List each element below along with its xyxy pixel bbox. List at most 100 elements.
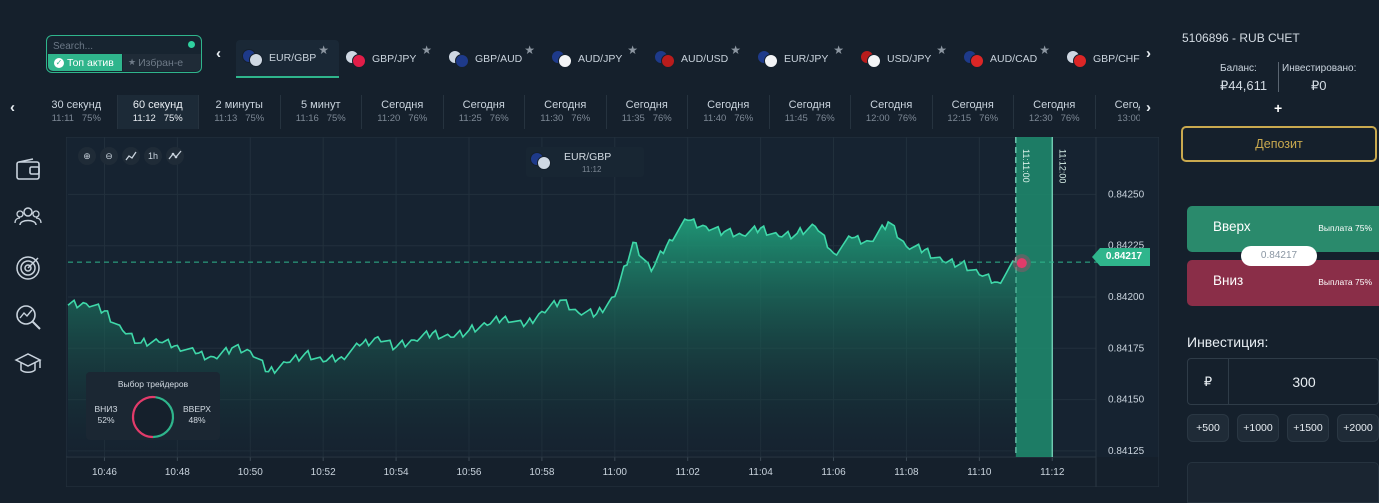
x-tick-label: 10:50 <box>238 467 263 478</box>
expiry-tab[interactable]: Сегодня 11:45 76% <box>770 95 851 129</box>
investment-amount-input[interactable] <box>1230 359 1378 404</box>
asset-tab[interactable]: AUD/CAD ★ <box>957 40 1060 78</box>
expiry-tab[interactable]: 60 секунд 11:12 75% <box>117 95 199 129</box>
price-chart[interactable]: 10:46 10:48 10:50 10:52 10:54 10:56 10:58 11:00… <box>66 137 1159 487</box>
expiry-tab[interactable]: Сегодня 13:00 7 <box>1096 95 1140 129</box>
asset-tab-label: GBP/JPY <box>372 53 417 65</box>
users-icon[interactable] <box>14 203 42 231</box>
expiry-payout: 75% <box>163 113 183 124</box>
x-tick-label: 10:58 <box>529 467 554 478</box>
timeframe-button[interactable]: 1h <box>144 147 162 165</box>
investment-label: Инвестиция: <box>1187 334 1269 350</box>
asset-tab-label: USD/JPY <box>887 53 932 65</box>
traders-down-label: ВНИЗ <box>94 404 118 414</box>
chart-toolbar: ⊕ ⊖ 1h <box>78 147 184 165</box>
asset-tab[interactable]: EUR/JPY ★ <box>751 40 854 78</box>
expiry-prev-arrow-icon[interactable]: ‹ <box>10 99 15 116</box>
asset-tab[interactable]: GBP/CHF★ <box>1060 40 1140 78</box>
asset-tab[interactable]: USD/JPY ★ <box>854 40 957 78</box>
expiry-time: 13:00 <box>1117 113 1140 124</box>
asset-tab[interactable]: GBP/AUD ★ <box>442 40 545 78</box>
expiry-time: 11:16 <box>295 113 319 124</box>
expiry-tab[interactable]: Сегодня 11:35 76% <box>607 95 688 129</box>
add-funds-icon[interactable]: + <box>1274 100 1283 116</box>
quick-amount-button[interactable]: +1500 <box>1287 414 1329 442</box>
asset-tab-label: EUR/GBP <box>269 52 317 64</box>
expiry-tab[interactable]: Сегодня 11:25 76% <box>444 95 525 129</box>
x-tick-label: 10:48 <box>165 467 190 478</box>
indicators-icon[interactable] <box>166 147 184 165</box>
favorite-star-icon[interactable]: ★ <box>627 43 638 57</box>
expiry-label: Сегодня <box>1033 99 1076 111</box>
expiry-label: Сегодня <box>870 99 913 111</box>
favorite-star-icon[interactable]: ★ <box>318 43 329 57</box>
expiry-time-payout: 11:35 76% <box>607 113 688 124</box>
favorite-star-icon[interactable]: ★ <box>421 43 432 57</box>
expiry-time-payout: 11:12 75% <box>118 113 199 124</box>
asset-tab-label: AUD/CAD <box>990 53 1038 65</box>
favorite-star-icon[interactable]: ★ <box>936 43 947 57</box>
analytics-search-icon[interactable] <box>14 303 42 331</box>
tab-top-assets[interactable]: ✓ Топ актив <box>48 54 122 71</box>
zoom-in-icon[interactable]: ⊕ <box>78 147 96 165</box>
asset-search-input[interactable] <box>53 38 178 54</box>
quick-amount-button[interactable]: +1000 <box>1237 414 1279 442</box>
expiry-tab[interactable]: Сегодня 12:15 76% <box>933 95 1014 129</box>
target-icon[interactable] <box>14 254 42 282</box>
chart-type-icon[interactable] <box>122 147 140 165</box>
expiry-tab[interactable]: Сегодня 12:30 76% <box>1014 95 1096 129</box>
expiry-label: Сегодня <box>381 99 424 111</box>
assets-next-arrow-icon[interactable]: › <box>1146 45 1151 62</box>
expiry-time: 11:13 <box>214 113 238 124</box>
expiry-label: Сегодня <box>707 99 750 111</box>
trade-up-button[interactable]: Вверх Выплата 75% <box>1187 206 1379 252</box>
quick-amount-button[interactable]: +2000 <box>1337 414 1379 442</box>
expiry-tab[interactable]: Сегодня 11:40 76% <box>688 95 770 129</box>
quick-amount-button[interactable]: +500 <box>1187 414 1229 442</box>
zoom-out-icon[interactable]: ⊖ <box>100 147 118 165</box>
price-chart-svg: 10:46 10:48 10:50 10:52 10:54 10:56 10:58 11:00… <box>66 137 1159 487</box>
expiry-payout: 75% <box>81 113 101 124</box>
expiry-label: Сегодня <box>1114 99 1140 111</box>
currency-flags-icon <box>654 50 676 68</box>
expiry-next-arrow-icon[interactable]: › <box>1146 99 1151 116</box>
y-tick-label: 0.84125 <box>1108 446 1145 457</box>
tab-favorites[interactable]: ★ Избран-е <box>123 54 201 71</box>
currency-flags-icon <box>551 50 573 68</box>
expiry-payout: 76% <box>652 113 672 124</box>
x-tick-label: 11:08 <box>894 467 919 478</box>
wallet-icon[interactable] <box>14 156 42 184</box>
account-title[interactable]: 5106896 - RUB СЧЕТ <box>1182 31 1300 45</box>
education-icon[interactable] <box>14 350 42 378</box>
asset-tab[interactable]: GBP/JPY ★ <box>339 40 442 78</box>
bottom-card <box>1187 462 1379 503</box>
asset-tab[interactable]: EUR/GBP ★ <box>236 40 339 78</box>
asset-tab[interactable]: AUD/JPY ★ <box>545 40 648 78</box>
status-dot <box>188 41 195 48</box>
investment-currency[interactable]: ₽ <box>1188 359 1229 404</box>
current-price-tag: 0.84217 <box>1092 248 1150 266</box>
deposit-button[interactable]: Депозит <box>1181 126 1377 162</box>
expiry-tab[interactable]: Сегодня 11:20 76% <box>362 95 444 129</box>
expiry-payout: 75% <box>326 113 346 124</box>
expiry-time-payout: 11:20 76% <box>362 113 443 124</box>
expiry-time: 11:40 <box>703 113 727 124</box>
expiry-tab[interactable]: 2 минуты 11:13 75% <box>199 95 281 129</box>
favorite-star-icon[interactable]: ★ <box>524 43 535 57</box>
favorite-star-icon[interactable]: ★ <box>833 43 844 57</box>
star-icon: ★ <box>128 57 137 67</box>
expiry-tab[interactable]: 5 минут 11:16 75% <box>281 95 362 129</box>
expiry-tab[interactable]: 30 секунд 11:11 75% <box>36 95 118 129</box>
favorite-star-icon[interactable]: ★ <box>1039 43 1050 57</box>
expiry-tab[interactable]: Сегодня 11:30 76% <box>525 95 607 129</box>
assets-prev-arrow-icon[interactable]: ‹ <box>216 45 221 62</box>
expiry-payout: 76% <box>815 113 835 124</box>
expiry-zone <box>1015 137 1053 457</box>
expiry-tab[interactable]: Сегодня 12:00 76% <box>851 95 933 129</box>
asset-tab[interactable]: AUD/USD ★ <box>648 40 751 78</box>
expiry-label: 2 минуты <box>215 99 263 111</box>
trade-down-button[interactable]: Вниз Выплата 75% <box>1187 260 1379 306</box>
favorite-star-icon[interactable]: ★ <box>730 43 741 57</box>
price-area <box>68 219 1016 457</box>
y-tick-label: 0.84175 <box>1108 343 1145 354</box>
